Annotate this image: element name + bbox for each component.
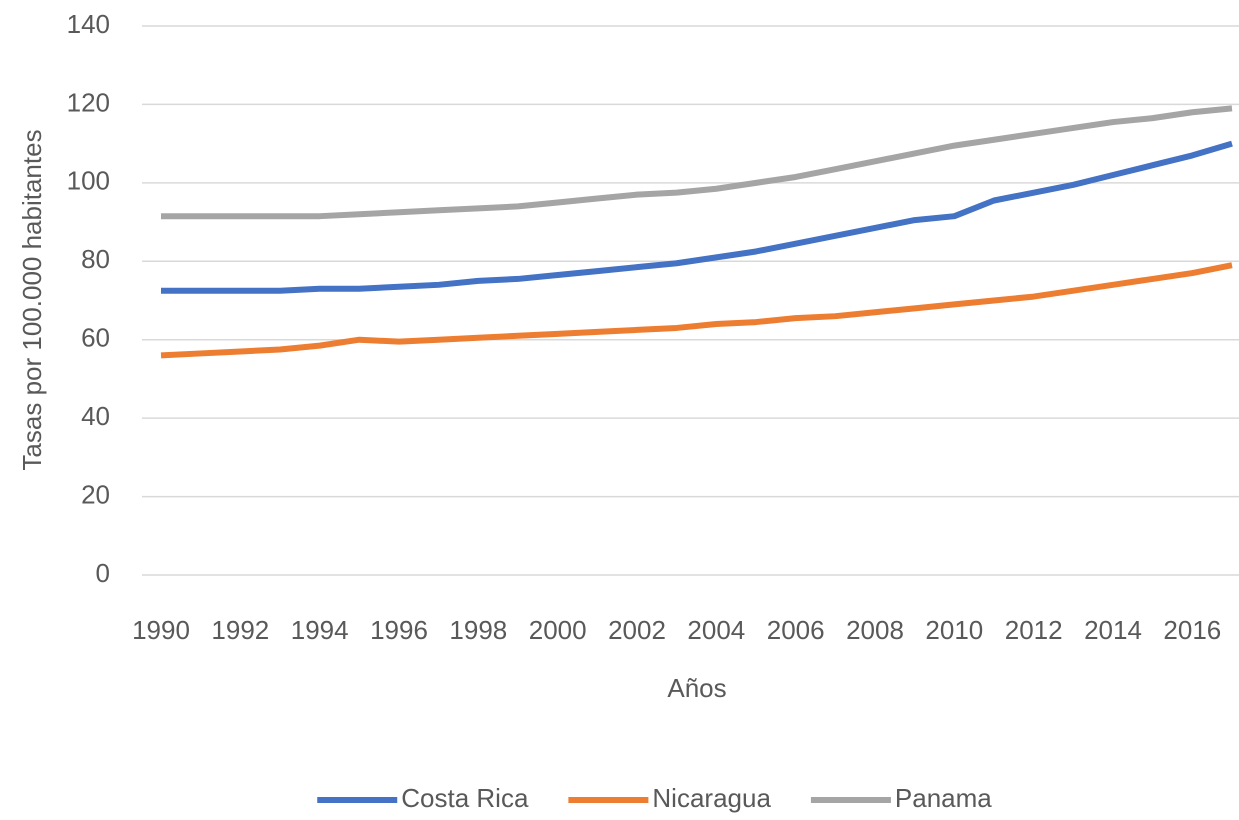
x-tick-label: 2012 [1005, 615, 1063, 645]
legend-label: Panama [895, 783, 992, 813]
y-tick-label: 40 [81, 401, 110, 431]
x-tick-label: 1990 [132, 615, 190, 645]
x-tick-label: 2014 [1084, 615, 1142, 645]
legend-label: Costa Rica [401, 783, 529, 813]
series-line [161, 140, 1233, 294]
y-tick-label: 0 [96, 558, 110, 588]
y-tick-label: 80 [81, 244, 110, 274]
x-tick-label: 1998 [449, 615, 507, 645]
y-tick-label: 20 [81, 479, 110, 509]
legend-label: Nicaragua [652, 783, 771, 813]
x-tick-label: 2004 [687, 615, 745, 645]
y-axis-title: Tasas por 100.000 habitantes [17, 129, 47, 470]
x-tick-label: 2002 [608, 615, 666, 645]
x-tick-label: 1992 [211, 615, 269, 645]
y-tick-label: 100 [67, 166, 110, 196]
x-tick-label: 2006 [767, 615, 825, 645]
x-axis-title: Años [667, 673, 726, 703]
x-tick-label: 2016 [1163, 615, 1221, 645]
x-tick-label: 2000 [529, 615, 587, 645]
series-line [161, 105, 1233, 220]
y-tick-label: 60 [81, 323, 110, 353]
series-line [160, 262, 1233, 359]
x-tick-label: 1994 [291, 615, 349, 645]
legend: Costa Rica Nicaragua Panama [317, 783, 992, 813]
x-tick-label: 1996 [370, 615, 428, 645]
x-tick-label: 2008 [846, 615, 904, 645]
y-tick-label: 140 [67, 9, 110, 39]
x-tick-label: 2010 [925, 615, 983, 645]
y-tick-label: 120 [67, 87, 110, 117]
